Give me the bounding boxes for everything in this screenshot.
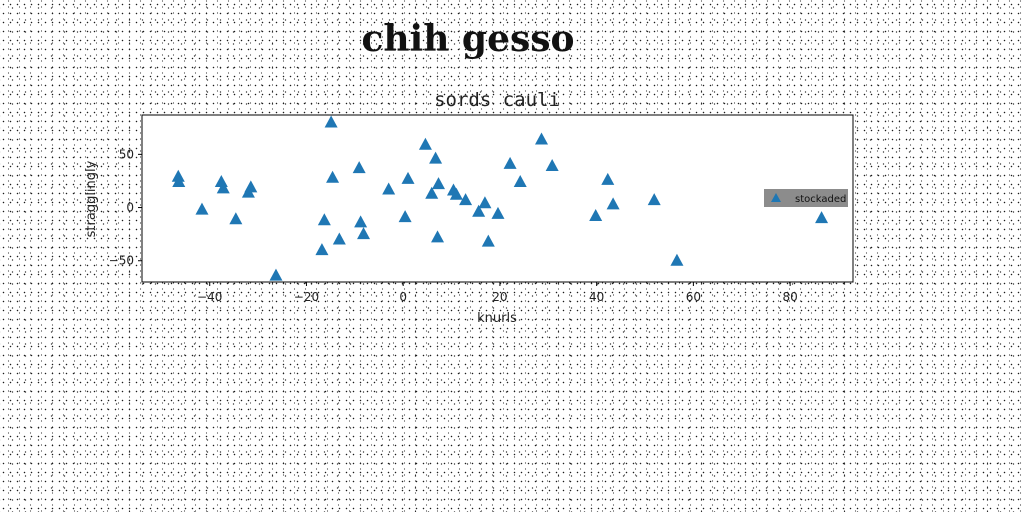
- data-point: [244, 180, 258, 193]
- data-point: [449, 187, 463, 200]
- data-point: [606, 197, 620, 210]
- data-point: [670, 253, 684, 266]
- plot-background: [142, 115, 853, 282]
- data-point: [398, 210, 412, 223]
- data-point: [229, 212, 243, 225]
- legend-triangle-icon: [771, 193, 781, 202]
- data-point: [431, 177, 445, 190]
- data-point: [472, 204, 486, 217]
- data-point: [425, 186, 439, 199]
- y-tick-label: −50: [109, 254, 134, 268]
- x-tick-label: −20: [294, 290, 319, 304]
- legend-label: stockaded: [795, 194, 846, 205]
- data-point: [357, 227, 371, 240]
- x-axis: −40 −20 0 20 40 60 80: [197, 282, 798, 304]
- data-point: [418, 137, 432, 150]
- x-axis-label: knurls: [477, 311, 517, 326]
- plot-area: [142, 115, 853, 282]
- x-tick-label: 0: [399, 290, 407, 304]
- data-point: [647, 193, 661, 206]
- data-point: [195, 202, 209, 215]
- plot-frame: [141, 114, 854, 283]
- data-point: [315, 243, 329, 256]
- y-tick-label: 0: [126, 201, 134, 215]
- data-point: [332, 232, 346, 245]
- y-axis: −50 0 50: [109, 147, 142, 268]
- x-tick-label: 40: [589, 290, 604, 304]
- data-point: [429, 151, 443, 164]
- y-tick-label: 50: [119, 147, 134, 161]
- x-tick-label: 20: [492, 290, 507, 304]
- data-point: [535, 132, 549, 145]
- y-axis-label: stragglingly: [84, 160, 99, 237]
- x-tick-label: 60: [686, 290, 701, 304]
- chart-title: sords cauli: [434, 89, 560, 111]
- data-point: [172, 175, 186, 188]
- data-point: [503, 156, 517, 169]
- x-tick-label: −40: [197, 290, 222, 304]
- data-point: [478, 196, 492, 209]
- data-point: [352, 161, 366, 174]
- data-point: [326, 170, 340, 183]
- data-point: [545, 159, 559, 172]
- data-point: [459, 193, 473, 206]
- page-title: chih gesso: [361, 18, 575, 60]
- data-point: [601, 172, 615, 185]
- data-point: [269, 268, 283, 281]
- data-point: [815, 211, 829, 224]
- data-point: [354, 215, 368, 228]
- data-point: [216, 181, 230, 194]
- x-tick-label: 80: [782, 290, 797, 304]
- data-point: [481, 234, 495, 247]
- data-point: [171, 169, 185, 182]
- data-point: [324, 115, 338, 128]
- data-point: [589, 209, 603, 222]
- data-point: [513, 175, 527, 188]
- legend: stockaded: [764, 189, 848, 207]
- data-point: [317, 213, 331, 226]
- data-point: [382, 182, 396, 195]
- data-point: [401, 171, 415, 184]
- legend-box: [764, 189, 848, 207]
- data-point: [491, 206, 505, 219]
- data-point: [431, 230, 445, 243]
